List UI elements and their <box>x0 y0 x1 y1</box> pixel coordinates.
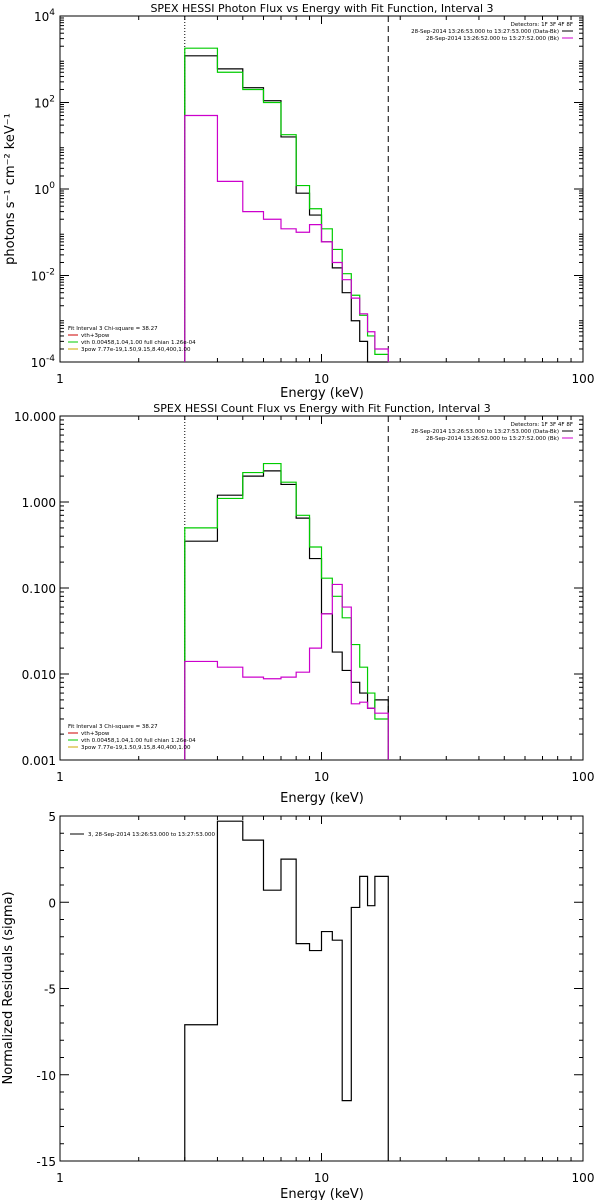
series-0-line <box>184 55 389 363</box>
y-tick-label: 100 <box>34 181 55 197</box>
x-tick-label: 10 <box>314 770 329 784</box>
count-flux-title: SPEX HESSI Count Flux vs Energy with Fit… <box>153 402 490 415</box>
series-2-line <box>184 583 389 760</box>
legend-fit-label: vth 0.00458,1.04,1.00 full chian 1.26e-0… <box>81 340 196 346</box>
y-tick-label: 1.000 <box>22 496 56 510</box>
y-tick-label: -5 <box>44 983 56 997</box>
x-tick-label: 100 <box>572 770 595 784</box>
x-tick-label: 10 <box>314 1171 329 1185</box>
y-tick-label: 0.100 <box>22 582 56 596</box>
series-0-line <box>184 820 389 1161</box>
y-tick-label: 10.000 <box>14 410 56 424</box>
legend-fit-label: vth+3pow <box>81 731 110 737</box>
legend-detectors: Detectors: 1F 3F 4F 8F <box>511 22 573 28</box>
legend-time-label: 28-Sep-2014 13:26:52.000 to 13:27:52.000… <box>426 36 559 42</box>
photon-flux-plot-frame <box>59 15 584 363</box>
series-2-line <box>184 114 389 362</box>
x-tick-label: 1 <box>56 770 64 784</box>
legend-fit-label: vth+3pow <box>81 333 110 339</box>
x-tick-label: 10 <box>314 372 329 386</box>
legend-fit-label: vth 0.00458,1.04,1.00 full chian 1.26e-0… <box>81 738 196 744</box>
series-1-line <box>184 47 389 362</box>
legend-fit-header: Fit Interval 3 Chi-square = 38.27 <box>68 724 158 730</box>
legend-fit-label: 3pow 7.77e-19,1.50,9.15,8.40,400,1.00 <box>81 347 191 353</box>
photon-flux-xlabel: Energy (keV) <box>280 386 364 401</box>
y-tick-label: 5 <box>48 810 56 824</box>
legend-time-label: 28-Sep-2014 13:26:52.000 to 13:27:52.000… <box>426 436 559 442</box>
y-tick-label: 104 <box>34 8 55 24</box>
legend-time-label: 28-Sep-2014 13:26:53.000 to 13:27:53.000… <box>411 29 559 35</box>
count-flux-xlabel: Energy (keV) <box>280 791 364 806</box>
legend-detectors: Detectors: 1F 3F 4F 8F <box>511 422 573 428</box>
y-tick-label: 0.010 <box>22 668 56 682</box>
y-tick-label: -10 <box>36 1069 56 1083</box>
residuals-ylabel: Normalized Residuals (sigma) <box>1 891 16 1084</box>
x-tick-label: 100 <box>572 372 595 386</box>
x-tick-label: 100 <box>572 1171 595 1185</box>
legend-fit-label: 3pow 7.77e-19,1.50,9.15,8.40,400,1.00 <box>81 745 191 751</box>
legend-residual-label: 3, 28-Sep-2014 13:26:53.000 to 13:27:53.… <box>88 832 215 838</box>
residuals-panel: Energy (keV) Normalized Residuals (sigma… <box>1 810 594 1200</box>
x-tick-label: 1 <box>56 1171 64 1185</box>
y-tick-label: 10-4 <box>31 354 56 370</box>
y-tick-label: 0 <box>48 896 56 910</box>
series-1-line <box>184 462 389 760</box>
photon-flux-title: SPEX HESSI Photon Flux vs Energy with Fi… <box>150 2 493 15</box>
residuals-plot-frame <box>59 815 584 1162</box>
legend-time-label: 28-Sep-2014 13:26:53.000 to 13:27:53.000… <box>411 429 559 435</box>
series-0-line <box>184 470 389 760</box>
count-flux-panel: SPEX HESSI Count Flux vs Energy with Fit… <box>14 402 594 806</box>
x-tick-label: 1 <box>56 372 64 386</box>
photon-flux-panel: SPEX HESSI Photon Flux vs Energy with Fi… <box>3 2 594 401</box>
y-tick-label: 10-2 <box>31 268 55 284</box>
photon-flux-ylabel: photons s⁻¹ cm⁻² keV⁻¹ <box>3 113 18 265</box>
residuals-xlabel: Energy (keV) <box>280 1187 364 1200</box>
y-tick-label: -15 <box>36 1155 56 1169</box>
y-tick-label: 0.001 <box>22 754 56 768</box>
y-tick-label: 102 <box>34 95 55 111</box>
legend-fit-header: Fit Interval 3 Chi-square = 38.27 <box>68 326 158 332</box>
